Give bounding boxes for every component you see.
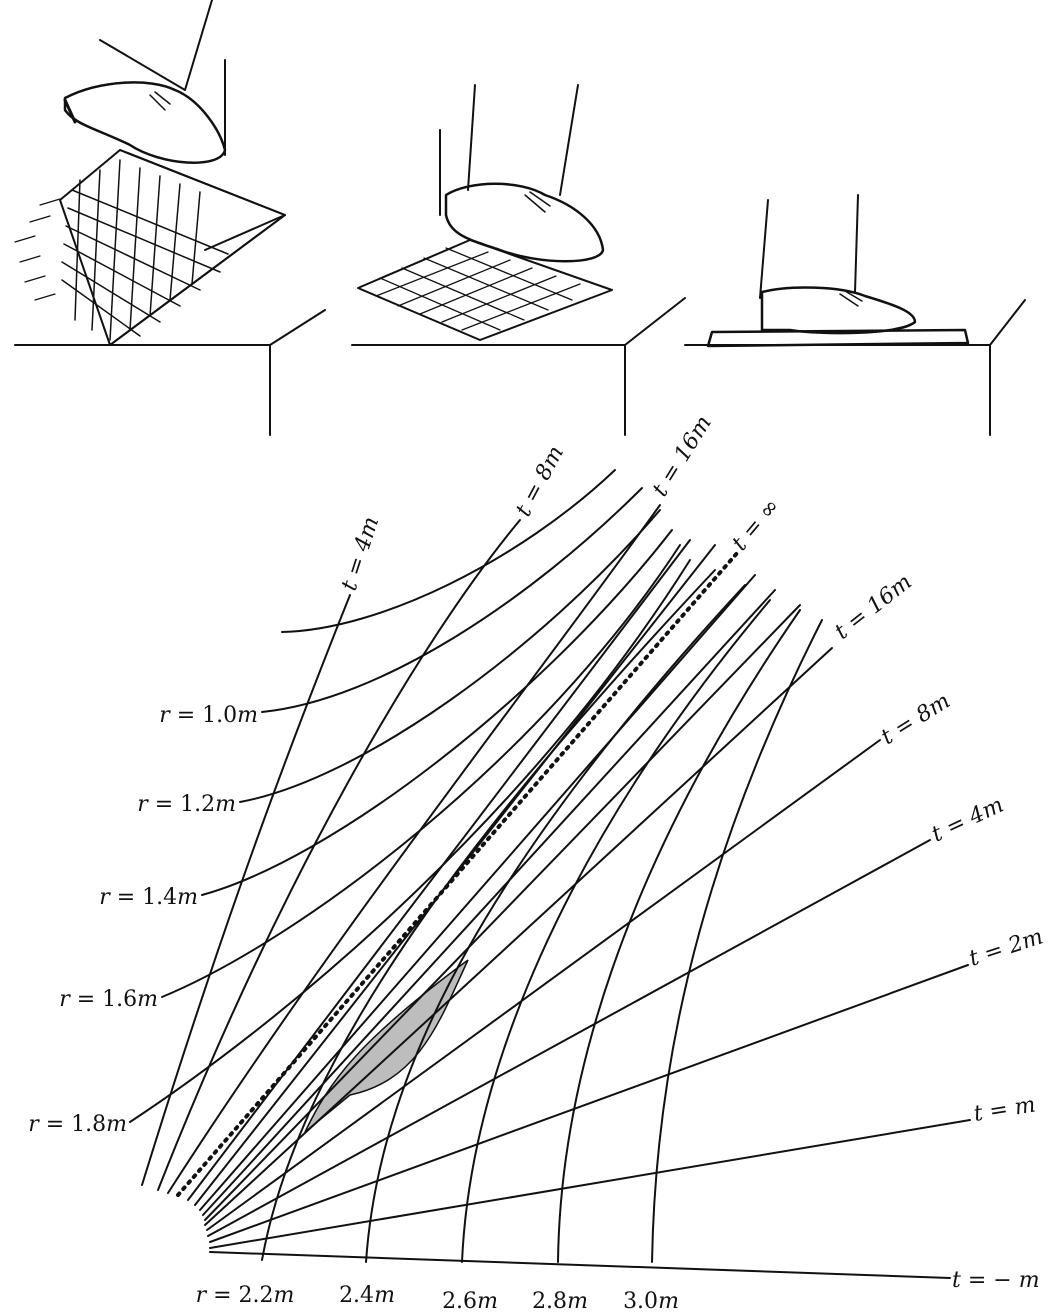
t-line [167,504,661,1194]
t-line [141,594,351,1186]
eddington-finkelstein-diagram: r = 1.0m r = 1.2m r = 1.4m r = 1.6m r = … [28,411,1046,1314]
grid-lines [375,247,581,331]
r-curve [261,487,643,713]
r-curves-outer [261,569,823,1263]
r-curve [651,619,823,1263]
t-label: t = 16m [830,570,916,645]
trouser-leg [99,0,213,91]
trouser-leg [759,194,859,299]
r-curve [129,559,691,1123]
illustration-panel-1 [14,0,326,436]
t-label: t = 4m [337,514,384,594]
grid-lines [61,159,229,341]
t-labels-upper: t = 4m t = 8m t = 16m t = ∞ [337,411,785,593]
t-label: t = 4m [928,793,1008,848]
arrow-marks [14,198,61,301]
r-curve [239,509,661,803]
t-label: t = 8m [877,689,955,751]
r-label: 2.8m [532,1289,588,1314]
r-curve [461,599,771,1263]
r-label: r = 1.2m [137,792,236,817]
t-label: t = 8m [511,442,569,521]
r-curves-inner [129,469,691,1123]
r-label: r = 1.4m [99,885,198,910]
r-curve [365,584,746,1263]
r-curve [281,469,616,633]
r-labels-bottom: r = 2.2m 2.4m 2.6m 2.8m 3.0m [196,1283,679,1314]
shaded-region [304,959,469,1133]
t-labels-right: t = 16m t = 8m t = 4m t = 2m t = m t = −… [830,570,1046,1293]
r-curve [201,529,673,896]
t-line [199,574,756,1211]
trouser-leg [439,84,579,216]
shoe [760,286,917,335]
r-label: r = 1.0m [159,703,258,728]
r-label: r = 1.6m [59,987,158,1012]
t-label: t = m [972,1093,1037,1127]
t-line [202,589,776,1216]
t-lines-upper [141,504,801,1221]
grid-block [59,149,286,346]
illustration-panel-3 [684,194,1026,436]
shoe [444,182,605,263]
t-line [206,739,881,1231]
t-label: t = 2m [966,924,1046,971]
flattening-grid [357,239,613,341]
r-label: r = 1.8m [28,1112,127,1137]
t-line [204,647,833,1226]
t-line [209,1251,951,1279]
t-line [209,1119,971,1249]
t-line [157,519,521,1191]
r-curve [557,609,801,1263]
r-curve [161,544,681,998]
r-label: 3.0m [623,1289,679,1314]
t-label: t = − m [952,1268,1040,1293]
t-label: t = ∞ [727,494,784,556]
t-line [204,604,801,1221]
t-label: t = 16m [648,411,717,501]
t-line [207,839,931,1237]
t-infinity-line [176,550,740,1197]
r-label: r = 2.2m [196,1283,295,1308]
shoe [63,81,227,164]
r-label: 2.6m [442,1289,498,1314]
t-lines-right [204,647,971,1279]
illustration-panel-2 [351,84,686,436]
r-label: 2.4m [339,1283,395,1308]
t-line [209,964,969,1243]
r-curve [261,569,716,1261]
r-labels-left: r = 1.0m r = 1.2m r = 1.4m r = 1.6m r = … [28,703,258,1137]
